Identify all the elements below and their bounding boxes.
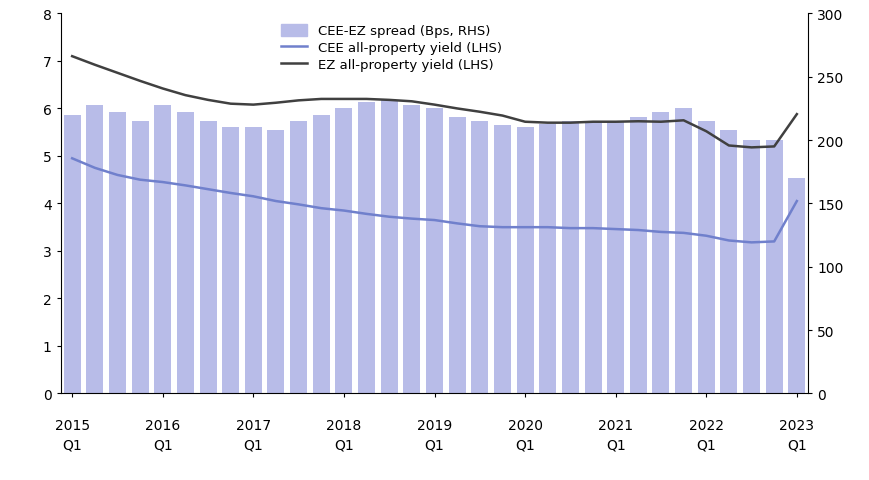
Bar bbox=[358, 103, 375, 394]
Bar bbox=[585, 122, 601, 394]
Bar bbox=[766, 141, 783, 394]
Bar bbox=[743, 141, 760, 394]
Bar bbox=[381, 100, 398, 394]
Text: Q1: Q1 bbox=[696, 438, 716, 452]
Text: 2020: 2020 bbox=[507, 419, 542, 432]
Text: 2015: 2015 bbox=[55, 419, 90, 432]
Bar bbox=[313, 116, 329, 394]
Bar bbox=[109, 113, 126, 394]
Bar bbox=[155, 106, 171, 394]
Text: 2018: 2018 bbox=[326, 419, 362, 432]
Text: 2022: 2022 bbox=[689, 419, 724, 432]
Bar bbox=[516, 128, 534, 394]
Text: Q1: Q1 bbox=[153, 438, 173, 452]
Text: 2023: 2023 bbox=[779, 419, 814, 432]
Bar bbox=[245, 128, 262, 394]
Text: Q1: Q1 bbox=[606, 438, 626, 452]
Bar bbox=[562, 122, 579, 394]
Bar bbox=[268, 131, 284, 394]
Text: Q1: Q1 bbox=[63, 438, 82, 452]
Bar bbox=[131, 122, 149, 394]
Bar bbox=[607, 122, 624, 394]
Bar bbox=[177, 113, 194, 394]
Bar bbox=[335, 109, 353, 394]
Text: 2017: 2017 bbox=[235, 419, 271, 432]
Legend: CEE-EZ spread (Bps, RHS), CEE all-property yield (LHS), EZ all-property yield (L: CEE-EZ spread (Bps, RHS), CEE all-proper… bbox=[276, 21, 506, 76]
Bar bbox=[290, 122, 307, 394]
Text: Q1: Q1 bbox=[425, 438, 444, 452]
Text: 2019: 2019 bbox=[417, 419, 452, 432]
Bar bbox=[720, 131, 738, 394]
Bar bbox=[540, 124, 556, 394]
Text: 2021: 2021 bbox=[598, 419, 634, 432]
Text: Q1: Q1 bbox=[243, 438, 263, 452]
Bar bbox=[63, 116, 81, 394]
Bar bbox=[494, 126, 511, 394]
Text: Q1: Q1 bbox=[515, 438, 535, 452]
Bar bbox=[630, 118, 647, 394]
Bar bbox=[653, 113, 669, 394]
Bar bbox=[698, 122, 715, 394]
Bar bbox=[788, 179, 806, 394]
Bar bbox=[403, 106, 421, 394]
Bar bbox=[471, 122, 488, 394]
Bar bbox=[426, 109, 443, 394]
Bar bbox=[200, 122, 216, 394]
Bar bbox=[222, 128, 239, 394]
Text: Q1: Q1 bbox=[334, 438, 354, 452]
Text: 2016: 2016 bbox=[145, 419, 181, 432]
Bar bbox=[86, 106, 103, 394]
Text: Q1: Q1 bbox=[787, 438, 806, 452]
Bar bbox=[448, 118, 466, 394]
Bar bbox=[675, 109, 692, 394]
